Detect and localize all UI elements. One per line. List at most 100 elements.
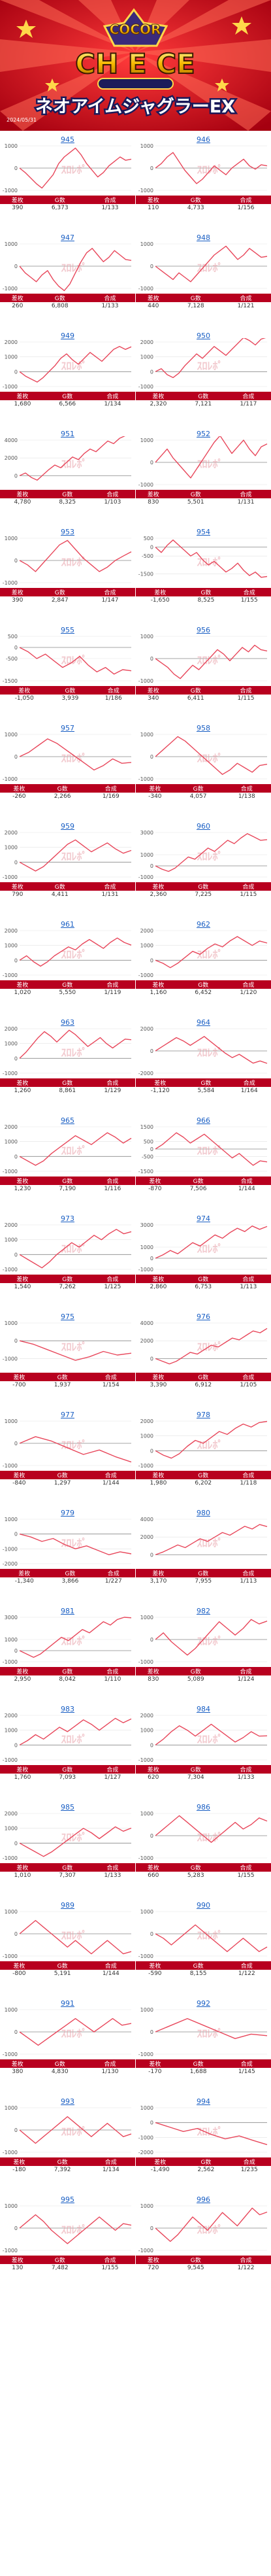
watermark: ｽﾛﾚﾎﾟ xyxy=(197,556,223,568)
machine-number-link[interactable]: 963 xyxy=(61,1018,74,1027)
combined-value: 1/154 xyxy=(102,1382,120,1388)
machine-number-link[interactable]: 980 xyxy=(197,1509,210,1517)
y-tick-label: 1000 xyxy=(5,536,18,541)
slump-line xyxy=(19,1919,132,1955)
games-header: G数 xyxy=(184,588,228,596)
games-header: G数 xyxy=(174,2059,223,2068)
machine-number-link[interactable]: 996 xyxy=(197,2195,210,2204)
games-header: G数 xyxy=(174,1176,223,1185)
machine-number-link[interactable]: 993 xyxy=(61,2097,74,2106)
machine-number-link[interactable]: 975 xyxy=(61,1313,74,1321)
machine-number-link[interactable]: 994 xyxy=(197,2097,210,2106)
games-header: G数 xyxy=(170,686,221,695)
machine-number-link[interactable]: 985 xyxy=(61,1803,74,1812)
machine-number-link[interactable]: 982 xyxy=(197,1607,210,1615)
stats-header-row: 差枚 G数 合成 xyxy=(0,588,135,596)
y-tick-label: -1000 xyxy=(3,1071,18,1076)
combined-header: 合成 xyxy=(84,294,135,302)
machine-number-link[interactable]: 945 xyxy=(61,135,74,144)
y-tick-label: 0 xyxy=(150,957,153,963)
machine-number-link[interactable]: 952 xyxy=(197,430,210,438)
machine-number-link[interactable]: 991 xyxy=(61,1999,74,2008)
diff-value: 1,680 xyxy=(14,401,31,407)
stats-value-row: 620 7,304 1/133 xyxy=(136,1774,271,1781)
machine-number-link[interactable]: 949 xyxy=(61,332,74,340)
stats-value-row: 830 5,501 1/131 xyxy=(136,498,271,506)
combined-value: 1/131 xyxy=(237,499,255,506)
stats-header-row: 差枚 G数 合成 xyxy=(0,1176,135,1185)
machine-number-link[interactable]: 978 xyxy=(197,1411,210,1419)
machine-number-link[interactable]: 984 xyxy=(197,1705,210,1713)
machine-card: 995 1000 0 -1000 ｽﾛﾚﾎﾟ 差枚 G数 合成 130 7,482 1/155 xyxy=(0,2194,135,2291)
machine-number-link[interactable]: 947 xyxy=(61,233,74,242)
y-tick-label: 1000 xyxy=(5,1517,18,1522)
machine-number-link[interactable]: 964 xyxy=(197,1018,210,1027)
combined-header: 合成 xyxy=(222,1961,271,1970)
machine-number-link[interactable]: 957 xyxy=(61,724,74,732)
machine-number-link[interactable]: 992 xyxy=(197,1999,210,2008)
machine-number-link[interactable]: 989 xyxy=(61,1901,74,1910)
combined-header: 合成 xyxy=(225,882,271,891)
y-tick-label: 0 xyxy=(150,2225,153,2231)
machine-number-link[interactable]: 955 xyxy=(61,626,74,634)
games-value: 1,297 xyxy=(54,1480,71,1486)
diff-header: 差枚 xyxy=(0,196,35,204)
machine-number-link[interactable]: 974 xyxy=(197,1214,210,1223)
machine-number-link[interactable]: 956 xyxy=(197,626,210,634)
machine-number-link[interactable]: 965 xyxy=(61,1116,74,1125)
machine-number-link[interactable]: 953 xyxy=(61,528,74,536)
y-tick-label: -1000 xyxy=(3,2052,18,2057)
y-tick-label: -500 xyxy=(142,553,153,559)
y-tick-label: -1000 xyxy=(138,776,153,782)
combined-header: 合成 xyxy=(225,980,271,989)
stats-header-row: 差枚 G数 合成 xyxy=(0,784,135,793)
machine-number-link[interactable]: 959 xyxy=(61,822,74,831)
machine-number-link[interactable]: 960 xyxy=(197,822,210,831)
stats-value-row: 1,020 5,550 1/119 xyxy=(0,989,135,997)
games-header: G数 xyxy=(180,980,226,989)
y-tick-label: -1000 xyxy=(3,286,18,292)
diff-header: 差枚 xyxy=(0,294,35,302)
machine-number-link[interactable]: 958 xyxy=(197,724,210,732)
machine-number-link[interactable]: 946 xyxy=(197,135,210,144)
diff-value: 3,170 xyxy=(150,1578,167,1585)
games-header: G数 xyxy=(38,1961,87,1970)
machine-number-link[interactable]: 951 xyxy=(61,430,74,438)
y-tick-label: -1000 xyxy=(138,678,153,684)
stats-value-row: -800 5,191 1/144 xyxy=(0,1970,135,1978)
machine-number-link[interactable]: 962 xyxy=(197,920,210,929)
diff-header: 差枚 xyxy=(0,2059,35,2068)
stats-header-row: 差枚 G数 合成 xyxy=(136,1961,271,1970)
combined-value: 1/133 xyxy=(237,1774,255,1781)
stats-value-row: 380 4,830 1/130 xyxy=(0,2068,135,2076)
machine-number-link[interactable]: 990 xyxy=(197,1901,210,1910)
stats-table: 差枚 G数 合成 260 6,808 1/133 xyxy=(0,294,135,310)
machine-number-link[interactable]: 979 xyxy=(61,1509,74,1517)
slump-line xyxy=(155,1723,268,1745)
diff-header: 差枚 xyxy=(136,686,171,695)
stats-value-row: 1,010 7,307 1/133 xyxy=(0,1872,135,1880)
diff-value: 260 xyxy=(12,303,24,309)
stats-table: 差枚 G数 合成 -700 1,937 1/154 xyxy=(0,1373,135,1389)
header-graphic: COCOR CH E CE 2024/05/31 ネオアイムジャグラーEX xyxy=(0,0,271,131)
diff-value: 4,780 xyxy=(14,499,31,506)
combined-header: 合成 xyxy=(89,392,135,400)
machine-number-link[interactable]: 981 xyxy=(61,1607,74,1615)
combined-header: 合成 xyxy=(225,1373,271,1381)
stats-header-row: 差枚 G数 合成 xyxy=(136,1471,271,1479)
machine-number-link[interactable]: 948 xyxy=(197,233,210,242)
machine-number-link[interactable]: 977 xyxy=(61,1411,74,1419)
stats-value-row: 3,170 7,955 1/113 xyxy=(136,1577,271,1585)
y-tick-label: 0 xyxy=(150,656,153,662)
machine-number-link[interactable]: 995 xyxy=(61,2195,74,2204)
machine-number-link[interactable]: 966 xyxy=(197,1116,210,1125)
machine-number-link[interactable]: 973 xyxy=(61,1214,74,1223)
machine-number-link[interactable]: 983 xyxy=(61,1705,74,1713)
machine-number-link[interactable]: 950 xyxy=(197,332,210,340)
machine-number-link[interactable]: 954 xyxy=(197,528,210,536)
machine-number-link[interactable]: 961 xyxy=(61,920,74,929)
machine-number-link[interactable]: 976 xyxy=(197,1313,210,1321)
machine-number-link[interactable]: 986 xyxy=(197,1803,210,1812)
stats-value-row: 1,980 6,202 1/118 xyxy=(136,1479,271,1487)
y-tick-label: 1000 xyxy=(140,2105,153,2111)
